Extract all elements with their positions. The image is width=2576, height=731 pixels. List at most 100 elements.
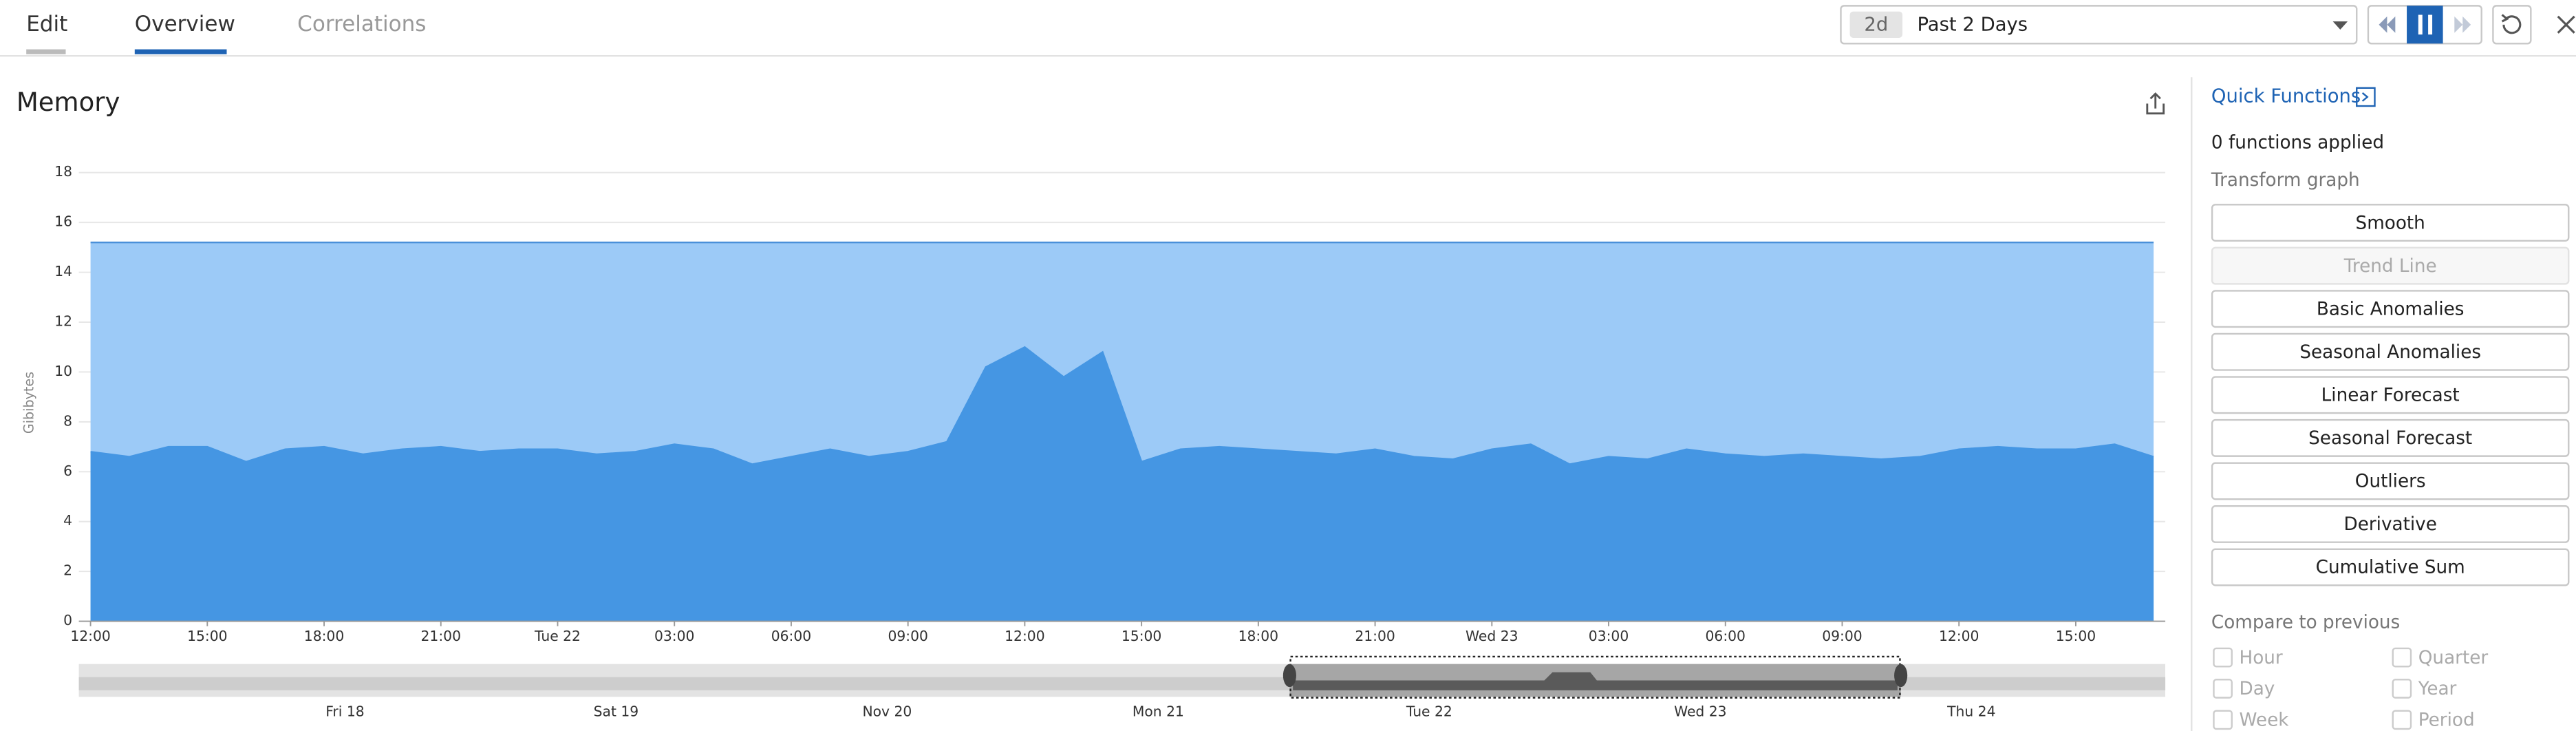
y-tick-label: 10 (54, 363, 72, 379)
time-badge-bg (1849, 11, 1903, 38)
export-button[interactable] (2146, 92, 2165, 115)
quick-functions-icon[interactable] (2356, 87, 2376, 107)
transform-button[interactable] (2211, 505, 2570, 543)
navigator-handle[interactable] (1894, 664, 1908, 688)
navigator-label: Thu 24 (1946, 703, 1995, 720)
x-tick-label: 12:00 (70, 628, 110, 644)
x-tick-label: Wed 23 (1466, 628, 1518, 644)
chart-title: Memory (17, 87, 120, 117)
x-tick-label: 21:00 (1355, 628, 1395, 644)
tab-correlations[interactable]: Correlations (297, 12, 426, 36)
navigator-label: Nov 20 (862, 703, 912, 720)
dropdown-arrow (2332, 21, 2348, 30)
area (90, 347, 2154, 622)
compare-checkbox[interactable] (2392, 710, 2412, 730)
compare-option: Hour (2240, 648, 2283, 668)
transform-button-label: Derivative (2344, 514, 2437, 535)
navigator-label: Wed 23 (1674, 703, 1726, 720)
time-label: Past 2 Days (1918, 14, 2028, 36)
functions-status: 0 functions applied (2211, 132, 2384, 153)
refresh-arrow (2501, 14, 2509, 23)
transform-heading: Transform graph (2211, 170, 2360, 191)
compare-option: Day (2240, 679, 2275, 699)
y-tick-label: 0 (63, 612, 72, 628)
y-tick-label: 4 (63, 512, 72, 529)
navigator-label: Mon 21 (1133, 703, 1184, 720)
compare-checkbox[interactable] (2213, 679, 2233, 699)
transform-button[interactable] (2211, 290, 2570, 328)
tab-overview[interactable]: Overview (135, 12, 235, 36)
x-tick-label: 21:00 (421, 628, 461, 644)
transform-button[interactable] (2211, 462, 2570, 500)
y-tick-label: 2 (63, 562, 72, 579)
time-selector[interactable] (1840, 5, 2358, 45)
tab-edit[interactable]: Edit (26, 12, 67, 36)
compare-option: Quarter (2418, 648, 2489, 668)
time-badge: 2d (1864, 14, 1888, 36)
y-axis-label: Gibibytes (21, 372, 36, 434)
navigator-label: Fri 18 (325, 703, 364, 720)
x-tick-label: 12:00 (1939, 628, 1979, 644)
x-tick-label: 12:00 (1005, 628, 1044, 644)
compare-option: Period (2418, 710, 2475, 731)
navigator-window-trace (1293, 672, 1898, 690)
rewind-button[interactable] (2379, 16, 2396, 33)
compare-checkbox[interactable] (2213, 647, 2233, 668)
x-tick-label: 15:00 (2056, 628, 2096, 644)
y-tick-label: 14 (54, 263, 72, 279)
transform-button[interactable] (2211, 419, 2570, 457)
x-tick-label: Tue 22 (534, 628, 581, 644)
pause-bar (2418, 14, 2423, 35)
navigator-label: Sat 19 (594, 703, 639, 720)
transform-button-label: Linear Forecast (2321, 385, 2460, 405)
compare-checkbox[interactable] (2392, 679, 2412, 699)
tab-edit-underline (26, 49, 66, 54)
compare-option: Year (2418, 679, 2457, 699)
transform-button[interactable] (2211, 548, 2570, 586)
navigator-label: Tue 22 (1406, 703, 1452, 720)
transform-button-label: Smooth (2356, 213, 2425, 233)
compare-checkbox[interactable] (2392, 647, 2412, 668)
x-tick-label: 18:00 (1238, 628, 1278, 644)
x-tick-label: 18:00 (304, 628, 344, 644)
pause-button[interactable] (2407, 6, 2443, 44)
x-tick-label: 09:00 (1822, 628, 1862, 644)
y-tick-label: 18 (54, 163, 72, 180)
area-line (90, 346, 2154, 465)
pause-bar (2428, 14, 2433, 35)
x-tick-label: 15:00 (187, 628, 227, 644)
transform-button[interactable] (2211, 376, 2570, 414)
transform-button-label: Trend Line (2343, 256, 2437, 277)
transform-button-label: Seasonal Forecast (2308, 428, 2472, 449)
compare-checkbox[interactable] (2213, 710, 2233, 730)
forward-button[interactable] (2454, 16, 2471, 33)
transform-button[interactable] (2211, 332, 2570, 371)
x-tick-label: 03:00 (1589, 628, 1629, 644)
close-button[interactable] (2557, 15, 2575, 34)
transform-button-label: Cumulative Sum (2316, 558, 2465, 578)
x-tick-label: 06:00 (1706, 628, 1746, 644)
y-tick-label: 6 (63, 463, 72, 479)
transform-button-label: Outliers (2355, 472, 2426, 492)
x-tick-label: 03:00 (654, 628, 694, 644)
quick-functions-title[interactable]: Quick Functions (2211, 85, 2361, 107)
transform-button-label: Seasonal Anomalies (2299, 342, 2481, 363)
transform-button-label: Basic Anomalies (2317, 299, 2465, 319)
x-tick-label: 09:00 (888, 628, 927, 644)
y-tick-label: 12 (54, 313, 72, 330)
y-tick-label: 16 (54, 213, 72, 230)
x-tick-label: 15:00 (1121, 628, 1161, 644)
quick-functions-chevron (2361, 92, 2369, 102)
x-tick-label: 06:00 (771, 628, 811, 644)
transform-button[interactable] (2211, 204, 2570, 242)
transform-button (2211, 246, 2570, 285)
navigator-handle[interactable] (1282, 664, 1296, 688)
compare-option: Week (2240, 710, 2290, 731)
compare-heading: Compare to previous (2211, 612, 2400, 633)
y-tick-label: 8 (63, 412, 72, 429)
tab-overview-underline (134, 49, 227, 54)
refresh-icon (2502, 15, 2522, 34)
refresh-button[interactable] (2492, 5, 2532, 45)
